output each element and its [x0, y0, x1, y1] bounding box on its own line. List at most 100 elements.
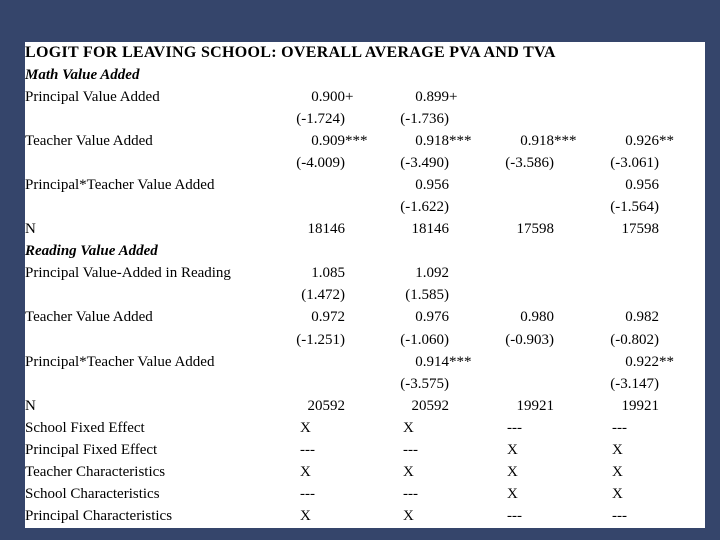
value-cell: (1.472)	[301, 287, 345, 304]
section-header-row: Reading Value Added	[25, 241, 705, 263]
value-cell: 0.976	[415, 309, 449, 326]
table-row: Principal Value-Added in Reading 1.085 1.0…	[25, 263, 705, 285]
value-cell	[499, 174, 554, 196]
value-cell: X	[300, 508, 311, 525]
significance-cell	[554, 439, 604, 461]
value-cell: X	[612, 441, 623, 458]
significance-cell	[449, 461, 499, 483]
value-cell: 0.922	[625, 353, 659, 370]
significance-cell	[345, 351, 395, 373]
significance-cell	[659, 219, 705, 241]
significance-cell	[554, 461, 604, 483]
row-label: Principal Characteristics	[25, 508, 173, 525]
significance-cell	[449, 395, 499, 417]
row-label: School Characteristics	[25, 486, 160, 503]
significance-cell: +	[449, 88, 458, 105]
significance-cell: **	[659, 132, 674, 149]
significance-cell	[449, 329, 499, 351]
significance-cell	[659, 307, 705, 329]
section-header-row: Math Value Added	[25, 64, 705, 86]
value-cell: 0.899	[415, 88, 449, 105]
significance-cell	[554, 174, 604, 196]
significance-cell	[449, 439, 499, 461]
row-label	[25, 373, 292, 395]
table-row: N 18146 18146 17598 17598	[25, 219, 705, 241]
table-row: (-1.251) (-1.060) (-0.903) (-0.802)	[25, 329, 705, 351]
value-cell: X	[300, 419, 311, 436]
row-label: Principal*Teacher Value Added	[25, 353, 215, 370]
value-cell: ---	[300, 486, 315, 503]
value-cell: ---	[403, 441, 418, 458]
significance-cell	[554, 152, 604, 174]
significance-cell	[345, 152, 395, 174]
value-cell	[499, 285, 554, 307]
value-cell: 0.956	[415, 177, 449, 193]
value-cell: (-1.060)	[400, 331, 449, 348]
significance-cell	[554, 285, 604, 307]
significance-cell	[449, 484, 499, 506]
significance-cell: ***	[449, 132, 472, 149]
value-cell: X	[403, 464, 414, 481]
significance-cell	[345, 263, 395, 285]
significance-cell	[554, 86, 604, 108]
significance-cell	[345, 307, 395, 329]
table-row: Principal*Teacher Value Added 0.956 0.956	[25, 174, 705, 196]
value-cell	[499, 86, 554, 108]
significance-cell	[659, 174, 705, 196]
value-cell: 18146	[307, 221, 346, 238]
value-cell: (-4.009)	[296, 154, 345, 171]
row-label: Teacher Value Added	[25, 132, 153, 149]
table-row: (-1.724) (-1.736)	[25, 108, 705, 130]
significance-cell	[345, 329, 395, 351]
value-cell: (-3.575)	[400, 375, 449, 392]
table-row: Principal Fixed Effect --- --- X X	[25, 439, 705, 461]
row-label: Teacher Value Added	[25, 309, 153, 326]
table-row: (-4.009) (-3.490) (-3.586) (-3.061)	[25, 152, 705, 174]
row-label: Teacher Characteristics	[25, 464, 166, 481]
value-cell	[604, 285, 659, 307]
value-cell: 19921	[621, 397, 660, 414]
significance-cell	[449, 108, 499, 130]
table-row: Principal*Teacher Value Added 0.914 *** 0.9…	[25, 351, 705, 373]
significance-cell	[659, 152, 705, 174]
significance-cell	[554, 484, 604, 506]
row-label	[25, 329, 292, 351]
value-cell: (-3.147)	[610, 375, 659, 392]
significance-cell	[345, 197, 395, 219]
table-row: School Characteristics --- --- X X	[25, 484, 705, 506]
value-cell: X	[612, 464, 623, 481]
significance-cell	[554, 197, 604, 219]
significance-cell	[554, 329, 604, 351]
table-row: Teacher Characteristics X X X X	[25, 461, 705, 483]
table-row: N 20592 20592 19921 19921	[25, 395, 705, 417]
table-title: LOGIT FOR LEAVING SCHOOL: OVERALL AVERAG…	[25, 44, 556, 62]
value-cell	[499, 263, 554, 285]
row-label: Principal Value-Added in Reading	[25, 265, 231, 282]
value-cell: 0.909	[311, 132, 345, 149]
value-cell: (-3.061)	[610, 154, 659, 171]
significance-cell	[345, 439, 395, 461]
value-cell	[292, 197, 345, 219]
value-cell: 0.980	[520, 309, 554, 326]
significance-cell	[554, 351, 604, 373]
row-label	[25, 197, 292, 219]
significance-cell	[449, 219, 499, 241]
significance-cell	[345, 174, 395, 196]
value-cell: 0.914	[415, 353, 449, 370]
value-cell: 17598	[621, 221, 660, 238]
value-cell: (-3.490)	[400, 154, 449, 171]
table-row: School Fixed Effect X X --- ---	[25, 417, 705, 439]
table-row: (-1.622) (-1.564)	[25, 197, 705, 219]
significance-cell	[659, 86, 705, 108]
value-cell: (-0.903)	[505, 331, 554, 348]
value-cell	[292, 174, 345, 196]
value-cell: 18146	[411, 221, 450, 238]
row-label: N	[25, 397, 36, 414]
row-label: Principal*Teacher Value Added	[25, 177, 215, 193]
value-cell: 0.926	[625, 132, 659, 149]
row-label	[25, 152, 292, 174]
table-row: (1.472) (1.585)	[25, 285, 705, 307]
significance-cell	[554, 506, 604, 528]
table-area: LOGIT FOR LEAVING SCHOOL: OVERALL AVERAG…	[25, 42, 705, 528]
